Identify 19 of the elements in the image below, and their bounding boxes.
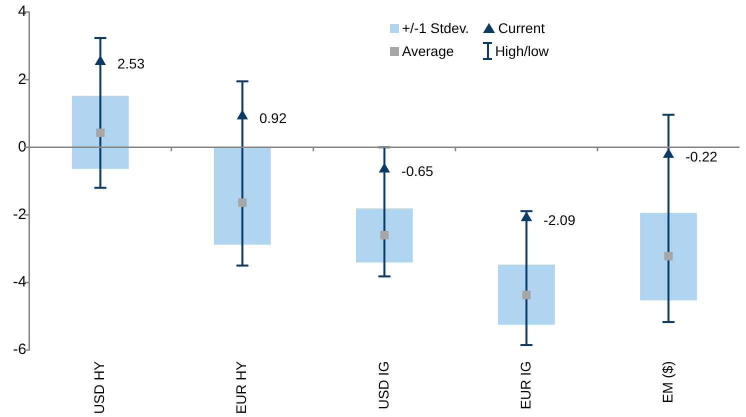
x-tick-label: USD IG	[375, 361, 392, 410]
data-label: 2.53	[117, 56, 145, 72]
data-label: -0.22	[685, 148, 718, 165]
annotation: High/low	[495, 43, 549, 59]
y-tick-label: 2	[18, 70, 26, 88]
x-tick-label: EUR HY	[233, 360, 250, 414]
legend-label: +/-1 Stdev.	[402, 20, 470, 36]
x-tick-label: USD HY	[91, 360, 108, 414]
legend-label: Current	[498, 20, 545, 36]
y-tick-label: -6	[12, 341, 26, 358]
x-tick-label: EM ($)	[659, 361, 676, 404]
data-label: 0.92	[259, 110, 287, 126]
y-tick-label: -2	[12, 206, 26, 224]
x-tick-label: EUR IG	[517, 361, 534, 410]
data-label: -0.65	[401, 163, 434, 180]
y-tick-label: -4	[12, 274, 26, 291]
legend-label: Average	[402, 43, 454, 59]
y-tick-label: 4	[18, 3, 26, 20]
data-label: -2.09	[543, 212, 576, 228]
